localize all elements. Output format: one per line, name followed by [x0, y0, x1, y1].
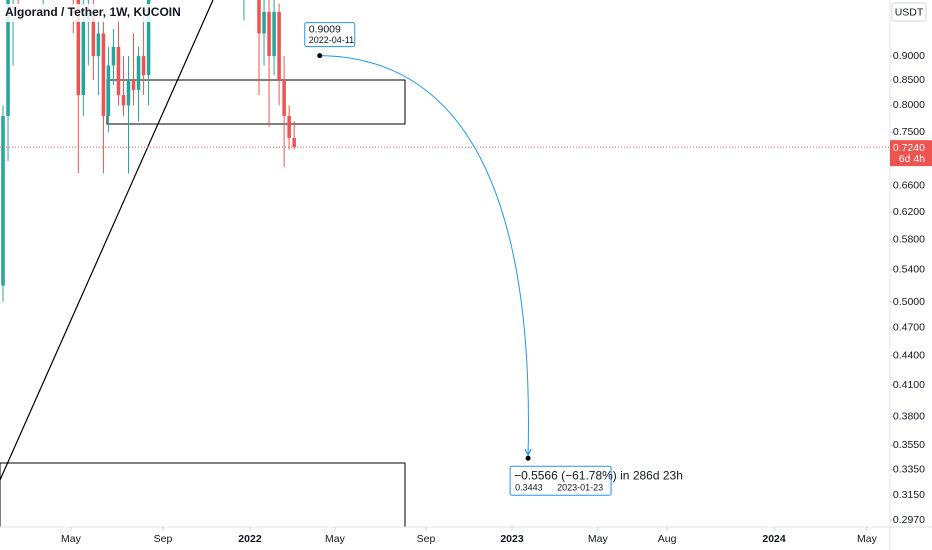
candle-body [121, 95, 126, 106]
currency: USDT [895, 6, 924, 18]
title-bg [2, 4, 162, 22]
candle-body [76, 0, 81, 96]
y-tick-label: 0.5800 [893, 234, 925, 246]
measure-start [317, 53, 323, 59]
candle-body [136, 56, 141, 90]
y-tick-label: 0.4100 [893, 379, 925, 391]
x-tick-label: Aug [658, 533, 677, 545]
measure-curve [319, 55, 529, 455]
candle-body [262, 11, 266, 34]
y-tick-label: 0.7500 [893, 126, 925, 138]
price-label: 0.7240 [893, 142, 925, 154]
y-tick-label: 0.6600 [893, 180, 925, 192]
candle-body [106, 65, 111, 116]
rectangle[interactable] [0, 462, 406, 550]
candle-body [111, 46, 116, 66]
candle-body [282, 79, 286, 116]
x-tick-label: May [61, 533, 82, 545]
countdown: 6d 4h [899, 153, 925, 165]
y-tick-label: 0.4400 [893, 349, 925, 361]
candle-body [1, 115, 5, 286]
y-tick-label: 0.3150 [893, 489, 925, 501]
y-tick-label: 0.3550 [893, 439, 925, 451]
candle-body [277, 11, 281, 80]
y-tick-label: 0.6200 [893, 206, 925, 218]
candle-body [287, 115, 291, 138]
candle-body [81, 20, 86, 96]
x-tick-label: 2022 [238, 533, 262, 545]
candle-body [96, 33, 101, 57]
x-tick-label: May [588, 533, 609, 545]
price-label-bg [890, 140, 932, 167]
measure-end [525, 455, 531, 461]
y-tick-label: 0.3350 [893, 463, 925, 475]
y-tick-label: 0.4700 [893, 322, 925, 334]
candle-body [126, 79, 131, 106]
x-tick-label: 2024 [762, 533, 786, 545]
x-tick-label: Sep [154, 533, 173, 545]
start-box [304, 22, 356, 48]
measure-text: −0.5566 (−61.78%) in 286d 23h [514, 468, 683, 482]
y-tick-label: 0.3800 [893, 411, 925, 423]
end-box [509, 465, 612, 496]
arrow-head [524, 448, 532, 457]
y-tick-label: 0.8000 [893, 99, 925, 111]
x-tick-label: Sep [417, 533, 436, 545]
currency-button[interactable] [891, 2, 927, 22]
candle-body [267, 11, 271, 57]
chart-title: Algorand / Tether, 1W, KUCOIN [5, 5, 181, 19]
x-tick-label: 2023 [500, 533, 524, 545]
end-price: 0.3443 [515, 483, 543, 493]
y-tick-label: 0.8500 [893, 74, 925, 86]
candle-body [101, 33, 106, 116]
end-date: 2023-01-23 [557, 483, 603, 493]
candle-body [116, 46, 121, 96]
candle-body [91, 11, 96, 57]
candle-body [146, 0, 151, 76]
y-tick-label: 0.2970 [893, 514, 925, 526]
start-price: 0.9009 [309, 23, 341, 35]
candle-body [6, 0, 10, 116]
candle-body [292, 137, 296, 148]
y-tick-label: 0.5400 [893, 264, 925, 276]
x-tick-label: May [857, 533, 878, 545]
candle-body [141, 56, 146, 76]
y-tick-label: 0.5000 [893, 296, 925, 308]
y-tick-label: 0.9000 [893, 50, 925, 62]
start-date: 2022-04-11 [309, 35, 354, 45]
candle-body [272, 11, 276, 57]
x-tick-label: May [325, 533, 346, 545]
candle-body [257, 0, 261, 34]
candle-body [131, 79, 136, 90]
